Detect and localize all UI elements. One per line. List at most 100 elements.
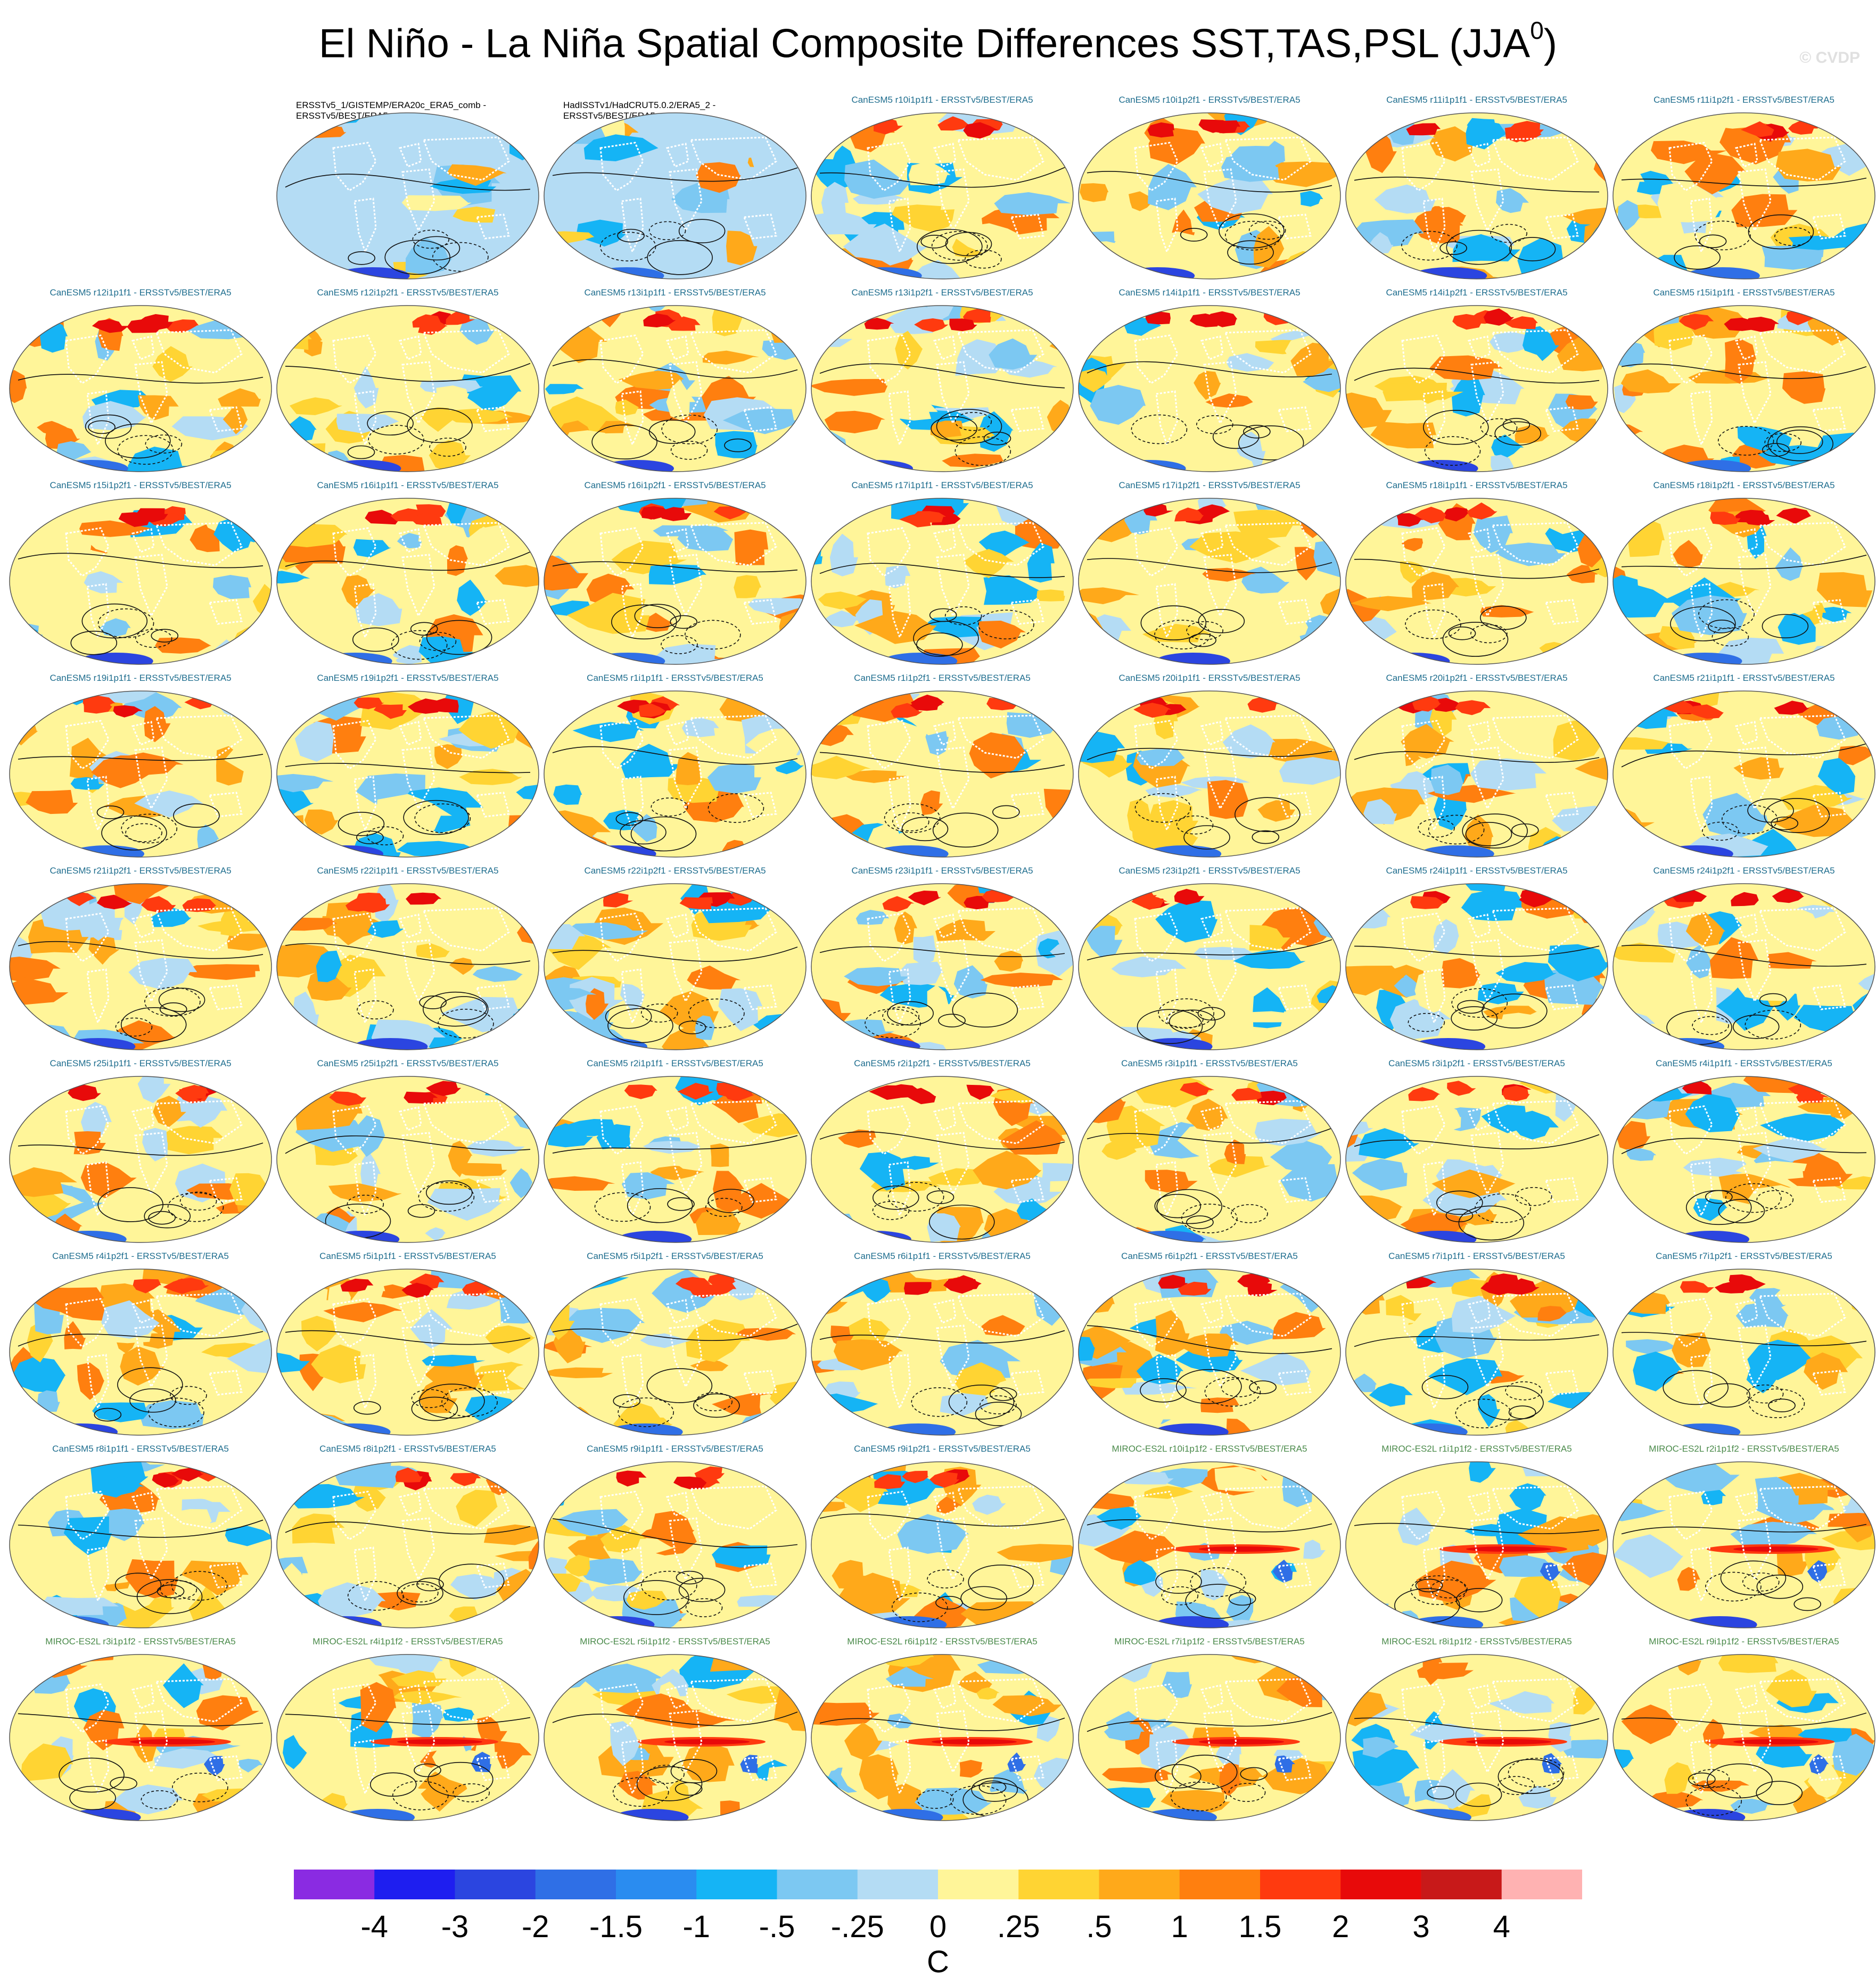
panel-title: CanESM5 r5i1p2f1 - ERSSTv5/BEST/ERA5: [587, 1251, 763, 1261]
map-panel: CanESM5 r3i1p2f1 - ERSSTv5/BEST/ERA5: [1344, 1058, 1610, 1245]
colorbar-tick-label: -1.5: [589, 1909, 643, 1944]
map-panel: CanESM5 r24i1p2f1 - ERSSTv5/BEST/ERA5: [1611, 866, 1876, 1052]
colorbar-swatch: [696, 1870, 777, 1899]
map-panel: MIROC-ES2L r6i1p1f2 - ERSSTv5/BEST/ERA5: [809, 1636, 1075, 1823]
panel-title: MIROC-ES2L r4i1p1f2 - ERSSTv5/BEST/ERA5: [312, 1636, 503, 1647]
robinson-map: [1345, 1269, 1608, 1436]
robinson-map: [276, 1461, 539, 1628]
map-panel: CanESM5 r15i1p2f1 - ERSSTv5/BEST/ERA5: [7, 480, 274, 666]
map-panel: MIROC-ES2L r10i1p1f2 - ERSSTv5/BEST/ERA5: [1076, 1444, 1343, 1630]
panel-title: CanESM5 r18i1p2f1 - ERSSTv5/BEST/ERA5: [1653, 480, 1835, 490]
panel-title: CanESM5 r2i1p2f1 - ERSSTv5/BEST/ERA5: [854, 1058, 1031, 1068]
map-panel: MIROC-ES2L r4i1p1f2 - ERSSTv5/BEST/ERA5: [275, 1636, 541, 1823]
robinson-map: [1612, 498, 1875, 665]
panel-title: CanESM5 r3i1p2f1 - ERSSTv5/BEST/ERA5: [1388, 1058, 1565, 1068]
robinson-map: [1345, 498, 1608, 665]
panel-title: CanESM5 r7i1p2f1 - ERSSTv5/BEST/ERA5: [1656, 1251, 1832, 1261]
robinson-map: [1345, 883, 1608, 1050]
panel-title: CanESM5 r19i1p1f1 - ERSSTv5/BEST/ERA5: [50, 673, 232, 683]
map-panel: CanESM5 r22i1p2f1 - ERSSTv5/BEST/ERA5: [542, 866, 808, 1052]
panel-title: CanESM5 r18i1p1f1 - ERSSTv5/BEST/ERA5: [1386, 480, 1568, 490]
colorbar-swatch: [455, 1870, 536, 1899]
robinson-map: [1612, 112, 1875, 279]
robinson-map: [9, 1654, 272, 1821]
robinson-map: [1612, 690, 1875, 858]
panel-title: CanESM5 r17i1p2f1 - ERSSTv5/BEST/ERA5: [1118, 480, 1301, 490]
colorbar-swatch: [1421, 1870, 1502, 1899]
robinson-map: [544, 1269, 807, 1436]
colorbar-tick-label: -3: [441, 1909, 469, 1944]
panel-title: CanESM5 r3i1p1f1 - ERSSTv5/BEST/ERA5: [1121, 1058, 1298, 1068]
robinson-map: [1078, 883, 1341, 1050]
robinson-map: [9, 1461, 272, 1628]
colorbar-swatch: [616, 1870, 697, 1899]
robinson-map: [811, 1269, 1074, 1436]
robinson-map: [811, 498, 1074, 665]
panel-title: CanESM5 r14i1p2f1 - ERSSTv5/BEST/ERA5: [1386, 287, 1568, 298]
panel-title: CanESM5 r12i1p2f1 - ERSSTv5/BEST/ERA5: [317, 287, 499, 298]
robinson-map: [811, 1461, 1074, 1628]
robinson-map: [276, 690, 539, 858]
colorbar-swatch: [777, 1870, 858, 1899]
map-panel: CanESM5 r20i1p2f1 - ERSSTv5/BEST/ERA5: [1344, 673, 1610, 859]
panel-title: CanESM5 r23i1p1f1 - ERSSTv5/BEST/ERA5: [851, 866, 1033, 876]
map-panel: MIROC-ES2L r9i1p1f2 - ERSSTv5/BEST/ERA5: [1611, 1636, 1876, 1823]
map-panel: CanESM5 r21i1p1f1 - ERSSTv5/BEST/ERA5: [1611, 673, 1876, 859]
panel-title: CanESM5 r20i1p1f1 - ERSSTv5/BEST/ERA5: [1118, 673, 1301, 683]
map-panel: MIROC-ES2L r5i1p1f2 - ERSSTv5/BEST/ERA5: [542, 1636, 808, 1823]
title-superscript: 0: [1530, 17, 1544, 44]
colorbar-swatch: [1018, 1870, 1099, 1899]
robinson-map: [811, 1076, 1074, 1243]
map-panel: ERSSTv5_1/GISTEMP/ERA20c_ERA5_comb - ERS…: [275, 95, 541, 281]
map-panel: CanESM5 r22i1p1f1 - ERSSTv5/BEST/ERA5: [275, 866, 541, 1052]
map-panel: CanESM5 r25i1p2f1 - ERSSTv5/BEST/ERA5: [275, 1058, 541, 1245]
robinson-map: [1078, 1076, 1341, 1243]
colorbar-swatch: [1260, 1870, 1341, 1899]
panel-title: CanESM5 r12i1p1f1 - ERSSTv5/BEST/ERA5: [50, 287, 232, 298]
robinson-map: [544, 1654, 807, 1821]
colorbar-swatch: [535, 1870, 616, 1899]
map-panel: CanESM5 r18i1p1f1 - ERSSTv5/BEST/ERA5: [1344, 480, 1610, 666]
robinson-map: [9, 883, 272, 1050]
robinson-map: [1078, 305, 1341, 472]
map-panel: HadISSTv1/HadCRUT5.0.2/ERA5_2 - ERSSTv5/…: [542, 95, 808, 281]
colorbar-swatch: [374, 1870, 455, 1899]
panel-title: CanESM5 r25i1p2f1 - ERSSTv5/BEST/ERA5: [317, 1058, 499, 1068]
map-panel: CanESM5 r20i1p1f1 - ERSSTv5/BEST/ERA5: [1076, 673, 1343, 859]
robinson-map: [1078, 690, 1341, 858]
robinson-map: [811, 305, 1074, 472]
colorbar-swatch: [857, 1870, 939, 1899]
map-panel: CanESM5 r1i1p1f1 - ERSSTv5/BEST/ERA5: [542, 673, 808, 859]
panel-title: CanESM5 r10i1p2f1 - ERSSTv5/BEST/ERA5: [1118, 95, 1301, 105]
map-panel: CanESM5 r19i1p1f1 - ERSSTv5/BEST/ERA5: [7, 673, 274, 859]
panel-title: CanESM5 r11i1p2f1 - ERSSTv5/BEST/ERA5: [1653, 95, 1834, 105]
map-panel: CanESM5 r25i1p1f1 - ERSSTv5/BEST/ERA5: [7, 1058, 274, 1245]
panel-title: CanESM5 r22i1p2f1 - ERSSTv5/BEST/ERA5: [584, 866, 766, 876]
colorbar-tick-label: 0: [929, 1909, 947, 1944]
panel-title: CanESM5 r14i1p1f1 - ERSSTv5/BEST/ERA5: [1118, 287, 1301, 298]
map-panel: CanESM5 r11i1p2f1 - ERSSTv5/BEST/ERA5: [1611, 95, 1876, 281]
panel-title: CanESM5 r1i1p2f1 - ERSSTv5/BEST/ERA5: [854, 673, 1031, 683]
map-panel: CanESM5 r23i1p2f1 - ERSSTv5/BEST/ERA5: [1076, 866, 1343, 1052]
panel-title: MIROC-ES2L r7i1p1f2 - ERSSTv5/BEST/ERA5: [1114, 1636, 1305, 1647]
robinson-map: [1345, 690, 1608, 858]
robinson-map: [276, 498, 539, 665]
map-panel: MIROC-ES2L r8i1p1f2 - ERSSTv5/BEST/ERA5: [1344, 1636, 1610, 1823]
map-panel-grid: ERSSTv5_1/GISTEMP/ERA20c_ERA5_comb - ERS…: [7, 95, 1876, 1823]
panel-title: CanESM5 r24i1p1f1 - ERSSTv5/BEST/ERA5: [1386, 866, 1568, 876]
colorbar-swatch: [294, 1870, 375, 1899]
robinson-map: [9, 498, 272, 665]
robinson-map: [544, 498, 807, 665]
robinson-map: [276, 1654, 539, 1821]
colorbar-tick-label: 1.5: [1238, 1909, 1282, 1944]
map-panel: CanESM5 r14i1p2f1 - ERSSTv5/BEST/ERA5: [1344, 287, 1610, 474]
colorbar-tick-label: 4: [1493, 1909, 1510, 1944]
map-panel: CanESM5 r13i1p1f1 - ERSSTv5/BEST/ERA5: [542, 287, 808, 474]
panel-title: CanESM5 r1i1p1f1 - ERSSTv5/BEST/ERA5: [587, 673, 763, 683]
colorbar-tick-label: 1: [1171, 1909, 1188, 1944]
map-panel: CanESM5 r16i1p2f1 - ERSSTv5/BEST/ERA5: [542, 480, 808, 666]
panel-title: CanESM5 r17i1p1f1 - ERSSTv5/BEST/ERA5: [851, 480, 1033, 490]
map-panel: CanESM5 r19i1p2f1 - ERSSTv5/BEST/ERA5: [275, 673, 541, 859]
map-panel: CanESM5 r17i1p1f1 - ERSSTv5/BEST/ERA5: [809, 480, 1075, 666]
colorbar-swatch: [1340, 1870, 1421, 1899]
